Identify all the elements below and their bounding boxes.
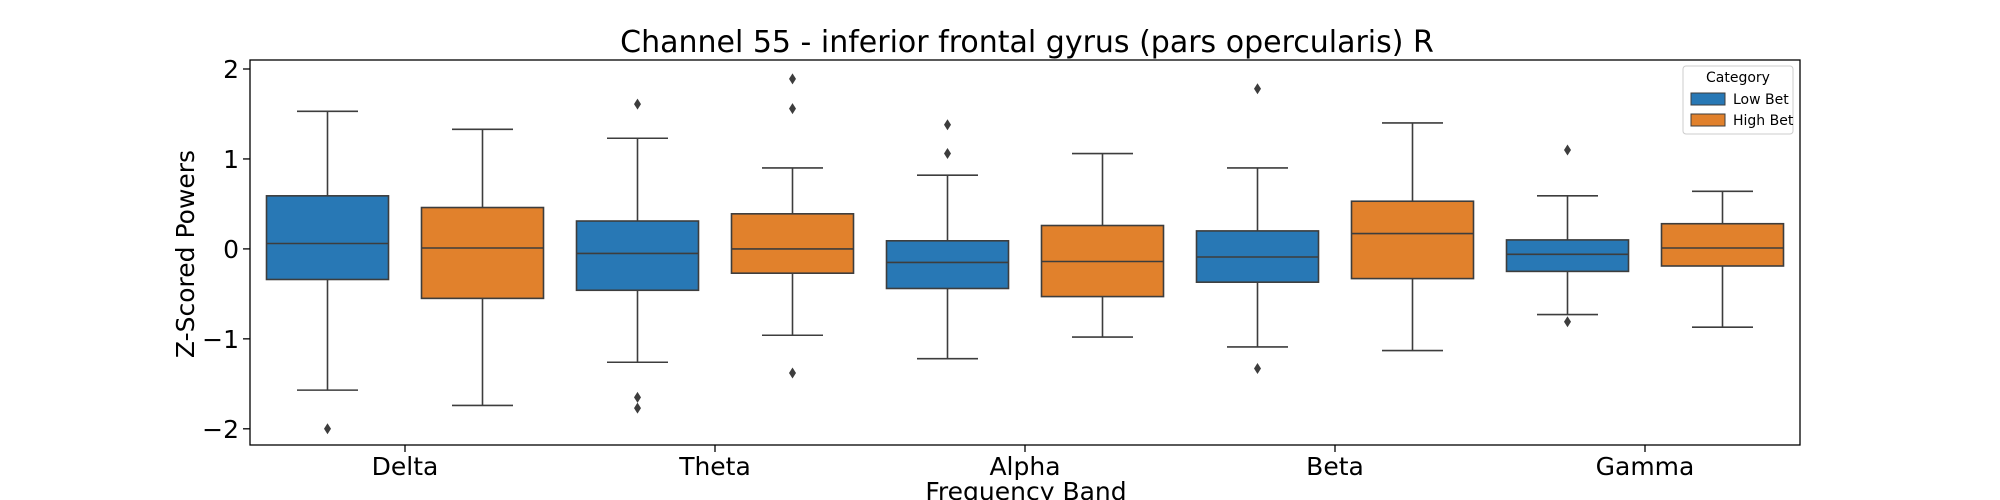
box-group [885,119,1010,360]
box-iqr [1660,222,1785,267]
x-tick-label: Alpha [989,452,1060,481]
outlier-point [1254,83,1261,95]
legend-swatch [1690,92,1726,106]
outlier-point [1564,316,1571,328]
y-tick-label: 1 [223,145,239,174]
box-iqr [730,213,855,274]
box-group [1505,144,1630,328]
box-group [420,128,545,407]
y-axis-label: Z-Scored Powers [171,150,200,358]
outlier-point [634,98,641,110]
outlier-point [789,103,796,115]
box-group [265,110,390,435]
x-tick-label: Beta [1306,452,1364,481]
box-iqr [1505,239,1630,273]
box-group [1040,152,1165,338]
box-iqr [575,220,700,292]
outlier-point [789,367,796,379]
box-group [1350,122,1475,352]
y-tick-label: 0 [223,235,239,264]
outlier-point [1254,363,1261,375]
outlier-point [944,119,951,131]
legend-title: Category [1706,70,1770,86]
box-group [1195,83,1320,375]
outlier-point [1564,144,1571,156]
box-group [575,98,700,414]
x-axis: Delta Theta Alpha Beta Gamma [372,445,1695,481]
y-axis: 2 1 0 −1 −2 [202,55,250,444]
box-iqr [420,206,545,300]
x-tick-label: Delta [372,452,439,481]
legend: Category Low Bet High Bet [1682,65,1794,135]
box-iqr [265,195,390,281]
legend-label: Low Bet [1733,92,1789,108]
outlier-point [324,423,331,435]
y-tick-label: −1 [202,325,239,354]
outlier-point [634,391,641,403]
box-iqr [885,240,1010,290]
y-tick-label: −2 [202,415,239,444]
outlier-point [789,73,796,85]
x-tick-label: Theta [678,452,751,481]
outlier-point [634,402,641,414]
outlier-point [944,148,951,160]
plot-area [265,73,1785,435]
box-iqr [1350,200,1475,280]
y-tick-label: 2 [223,55,239,84]
legend-label: High Bet [1733,113,1794,129]
x-tick-label: Gamma [1596,452,1695,481]
box-group [730,73,855,379]
x-axis-label: Frequency Band [925,477,1126,500]
chart-title: Channel 55 - inferior frontal gyrus (par… [620,25,1434,60]
box-group [1660,190,1785,328]
legend-swatch [1690,113,1726,127]
